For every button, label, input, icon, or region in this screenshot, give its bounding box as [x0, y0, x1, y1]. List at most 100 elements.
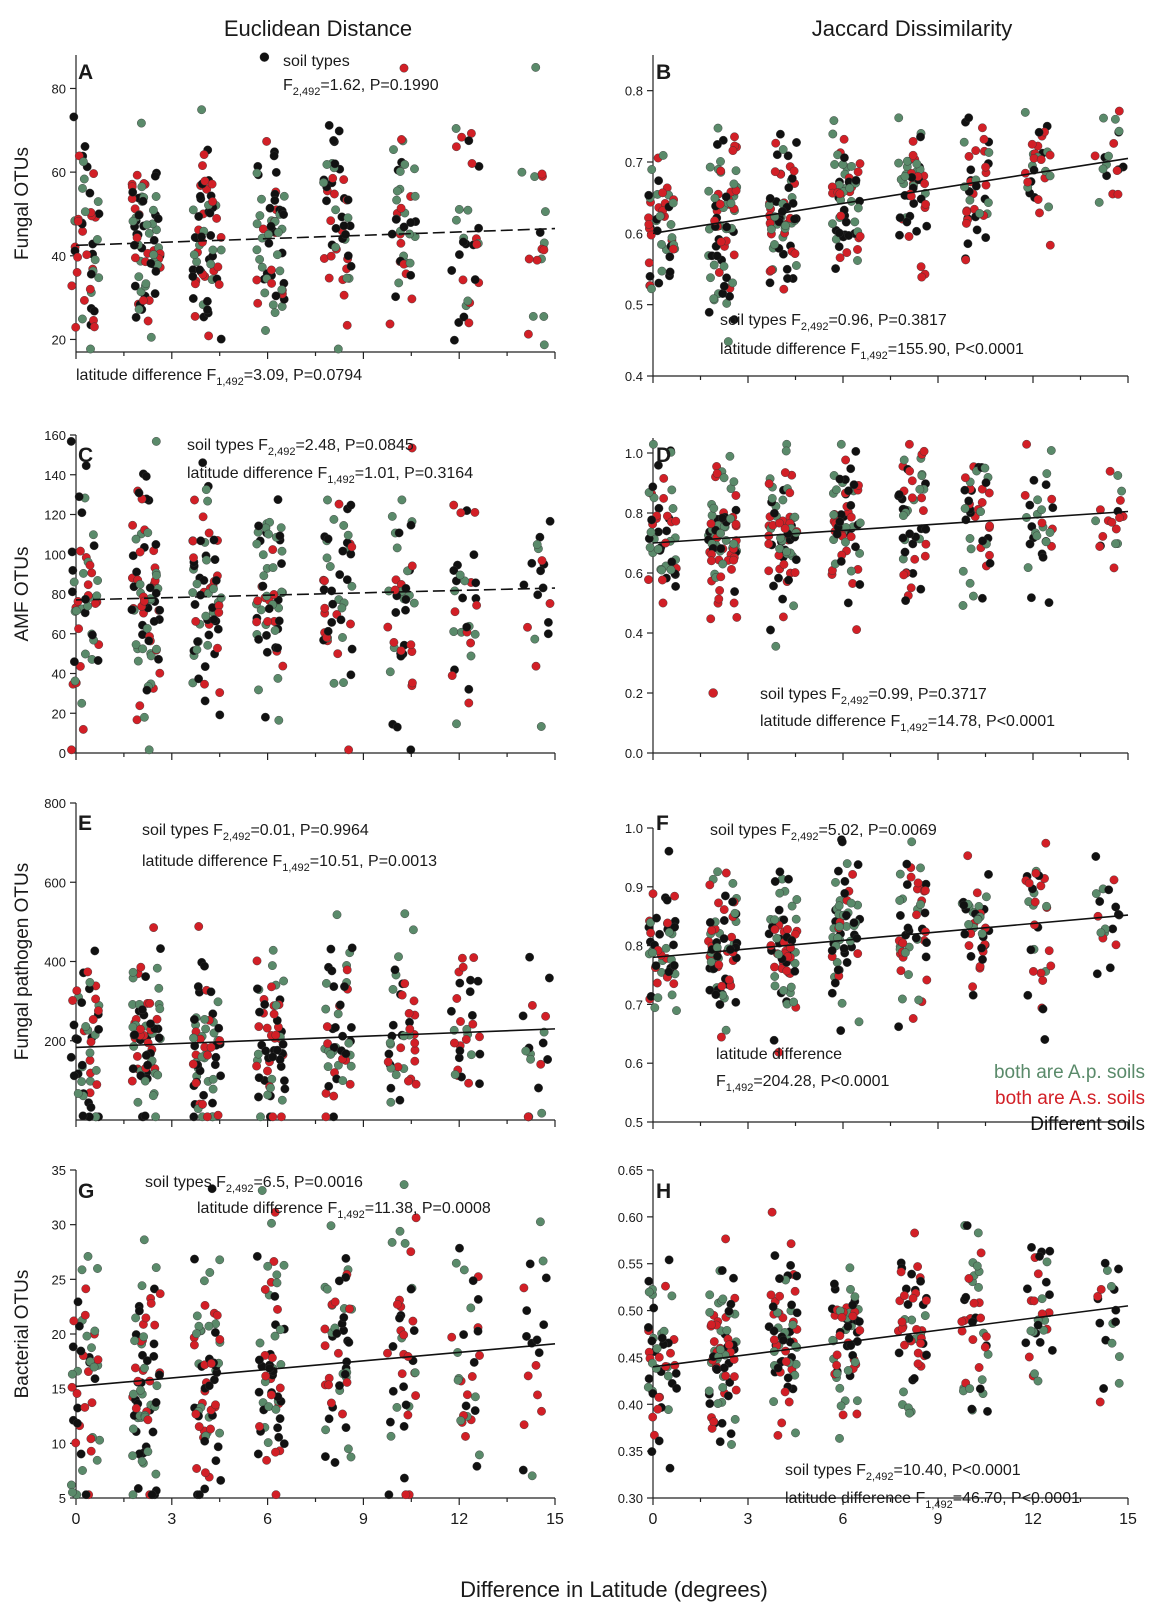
- data-point: [981, 233, 991, 243]
- data-point: [524, 329, 533, 339]
- data-point: [260, 1285, 270, 1294]
- data-point: [1111, 1317, 1121, 1327]
- data-point: [963, 239, 973, 249]
- data-point: [1109, 875, 1119, 885]
- y-tick-label: 0.0: [625, 746, 643, 761]
- data-point: [1036, 968, 1046, 978]
- data-point: [212, 213, 222, 223]
- data-point: [664, 927, 674, 937]
- data-point: [671, 582, 680, 591]
- data-point: [669, 940, 678, 950]
- data-point: [896, 1267, 906, 1277]
- data-point: [339, 521, 349, 530]
- y-tick-label: 60: [52, 165, 66, 180]
- data-point: [1093, 1292, 1103, 1301]
- data-point: [270, 195, 280, 205]
- data-point: [73, 1035, 82, 1044]
- data-point: [207, 179, 217, 189]
- data-point: [959, 137, 969, 147]
- stat-annotation: soil types F2,492=5.02, P=0.0069: [710, 822, 937, 843]
- legend-black-label: Different soils: [1030, 1114, 1145, 1135]
- data-point: [772, 150, 782, 160]
- data-point: [384, 1049, 394, 1059]
- data-point: [399, 1382, 408, 1392]
- data-point: [149, 617, 159, 626]
- data-point: [392, 543, 402, 553]
- data-point: [525, 1259, 535, 1269]
- data-point: [787, 936, 797, 945]
- data-point: [731, 519, 741, 529]
- data-point: [277, 285, 287, 295]
- data-point: [278, 661, 288, 671]
- data-point: [789, 601, 798, 611]
- data-point: [211, 576, 221, 585]
- data-point: [455, 1243, 464, 1253]
- y-tick-label: 0.9: [625, 880, 643, 895]
- x-tick-label: 3: [167, 1511, 176, 1528]
- data-point: [260, 1000, 270, 1009]
- data-point: [775, 1291, 784, 1301]
- data-point: [652, 1344, 662, 1354]
- data-point: [843, 1322, 853, 1331]
- data-point: [527, 1471, 537, 1481]
- data-point: [400, 160, 410, 169]
- data-point: [1029, 475, 1039, 485]
- data-point: [203, 496, 213, 506]
- data-point: [659, 473, 669, 483]
- data-point: [721, 868, 731, 878]
- data-point: [841, 217, 851, 227]
- data-point: [252, 984, 262, 994]
- data-point: [93, 656, 103, 665]
- data-point: [278, 1039, 288, 1049]
- data-point: [650, 1430, 659, 1440]
- data-point: [198, 161, 207, 171]
- data-point: [855, 231, 865, 241]
- data-point: [718, 513, 727, 523]
- data-point: [921, 886, 930, 895]
- data-point: [783, 1373, 793, 1383]
- data-point: [1111, 114, 1120, 124]
- data-point: [67, 1480, 76, 1490]
- data-point: [323, 626, 333, 636]
- data-point: [85, 560, 95, 570]
- data-point: [1036, 881, 1046, 891]
- data-point: [644, 1276, 654, 1286]
- data-point: [456, 1416, 466, 1426]
- data-point: [391, 292, 400, 302]
- data-point: [853, 949, 863, 958]
- data-point: [922, 221, 932, 231]
- y-tick-label: 160: [44, 428, 66, 443]
- data-point: [215, 1428, 225, 1438]
- data-point: [148, 1091, 158, 1101]
- data-point: [975, 1384, 985, 1394]
- data-point: [149, 923, 159, 932]
- data-point: [342, 965, 352, 975]
- data-point: [390, 965, 400, 975]
- data-point: [329, 982, 339, 991]
- data-point: [764, 539, 774, 549]
- data-point: [962, 207, 971, 217]
- data-point: [82, 1331, 92, 1341]
- data-point: [93, 1264, 102, 1273]
- data-point: [667, 233, 677, 243]
- data-point: [827, 988, 837, 998]
- data-point: [965, 195, 975, 205]
- data-point: [406, 1247, 416, 1257]
- data-point: [190, 1254, 199, 1264]
- data-point: [91, 1066, 101, 1075]
- trend-line: [75, 227, 556, 247]
- data-point: [1026, 1326, 1036, 1336]
- data-point: [894, 1348, 904, 1358]
- data-point: [150, 289, 160, 298]
- data-point: [410, 191, 420, 201]
- data-point: [1114, 106, 1124, 116]
- data-point: [782, 264, 792, 274]
- data-point: [894, 490, 904, 499]
- data-point: [76, 546, 85, 556]
- data-point: [649, 1303, 659, 1313]
- data-point: [717, 1032, 726, 1042]
- data-point: [88, 630, 97, 640]
- data-point: [1024, 1352, 1034, 1362]
- data-point: [898, 938, 908, 948]
- y-tick-label: 80: [52, 587, 66, 602]
